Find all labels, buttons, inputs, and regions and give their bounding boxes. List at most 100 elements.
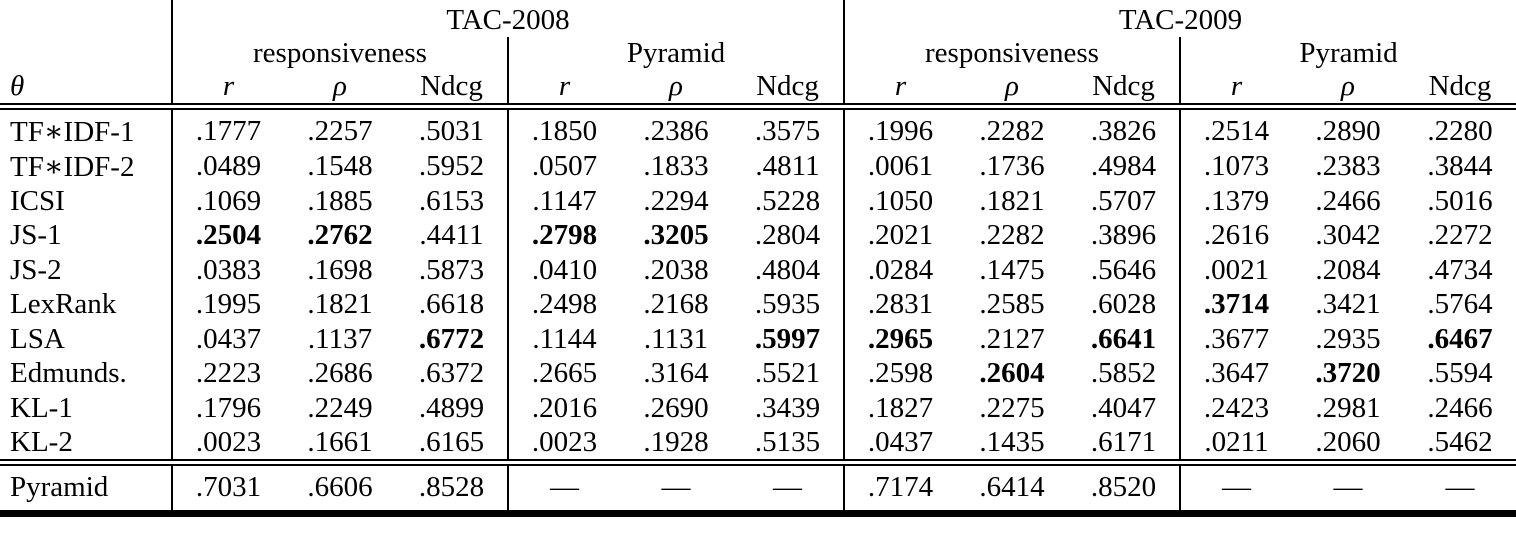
value-cell: .3647 bbox=[1179, 356, 1292, 391]
table-row: LexRank .1995 .1821 .6618 .2498 .2168 .5935 .28… bbox=[0, 287, 1516, 322]
metric-header-ndcg: Ndcg bbox=[396, 70, 508, 110]
value-cell: — bbox=[507, 458, 620, 517]
table-footer: Pyramid .7031.6606.8528— — — .7174.6414.8520… bbox=[0, 458, 1516, 517]
subgroup-2009-pyramid: Pyramid bbox=[1178, 37, 1516, 70]
value-cell: .1050 bbox=[843, 184, 956, 219]
value-cell: .5594 bbox=[1427, 357, 1493, 390]
value-cell: .6372 bbox=[418, 357, 485, 390]
metric-header-r: r bbox=[171, 70, 284, 110]
value-cell: .1073 bbox=[1179, 149, 1292, 184]
value-cell: .1147 bbox=[507, 184, 620, 219]
value-cell: .4047 bbox=[1090, 391, 1157, 424]
value-cell: .6618 bbox=[418, 288, 485, 321]
value-cell: .2935 bbox=[1315, 322, 1381, 355]
value-cell: .7031 bbox=[171, 458, 284, 517]
row-label: Edmunds. bbox=[10, 357, 127, 390]
value-cell: .1821 bbox=[979, 184, 1045, 217]
value-cell: .3421 bbox=[1315, 288, 1381, 321]
value-cell: .6641 bbox=[1090, 322, 1157, 355]
value-cell: .0023 bbox=[507, 425, 620, 462]
value-cell: .2423 bbox=[1179, 391, 1292, 426]
value-cell: .0023 bbox=[171, 425, 284, 462]
value-cell: .1777 bbox=[171, 106, 284, 149]
value-cell: .3844 bbox=[1427, 150, 1493, 182]
value-cell: .5462 bbox=[1427, 425, 1493, 458]
value-cell: .5031 bbox=[418, 115, 485, 147]
table-row: TF∗IDF-1 .1777 .2257 .5031 .1850 .2386 .3575 .1… bbox=[0, 106, 1516, 149]
value-cell: .4899 bbox=[418, 391, 485, 424]
value-cell: .3720 bbox=[1315, 357, 1381, 390]
value-cell: .2282 bbox=[979, 115, 1045, 147]
value-cell: .3826 bbox=[1090, 115, 1157, 147]
value-cell: .3439 bbox=[754, 391, 821, 424]
value-cell: .5873 bbox=[418, 253, 485, 286]
value-cell: .6606 bbox=[284, 458, 396, 517]
row-label: TF∗IDF-2 bbox=[10, 151, 135, 183]
value-cell: .3677 bbox=[1179, 322, 1292, 357]
value-cell: .2294 bbox=[643, 184, 709, 217]
value-cell: .2016 bbox=[507, 391, 620, 426]
value-cell: .3205 bbox=[643, 219, 709, 252]
value-cell: .2127 bbox=[979, 322, 1045, 355]
value-cell: .1475 bbox=[979, 253, 1045, 286]
table-row: LSA .0437 .1137 .6772 .1144 .1131 .5997 .2965 .2… bbox=[0, 322, 1516, 357]
table-header: TAC-2008 TAC-2009 responsiveness Pyramid… bbox=[0, 0, 1516, 110]
row-label: Pyramid bbox=[0, 458, 172, 517]
metric-header-r: r bbox=[1179, 70, 1292, 110]
value-cell: .1850 bbox=[507, 106, 620, 149]
value-cell: .3575 bbox=[754, 115, 821, 147]
row-label: JS-2 bbox=[10, 253, 62, 286]
value-cell: — bbox=[620, 458, 732, 517]
subgroup-2008-pyramid: Pyramid bbox=[507, 37, 844, 70]
value-cell: .0211 bbox=[1179, 425, 1292, 462]
value-cell: .0284 bbox=[843, 253, 956, 288]
value-cell: .2690 bbox=[643, 391, 709, 424]
metric-header-r: r bbox=[843, 70, 956, 110]
subgroup-2008-responsiveness: responsiveness bbox=[171, 37, 508, 70]
value-cell: .8528 bbox=[396, 458, 508, 517]
value-cell: .2981 bbox=[1315, 391, 1381, 424]
corner-cell bbox=[0, 0, 172, 37]
value-cell: .2466 bbox=[1427, 391, 1493, 424]
value-cell: .6467 bbox=[1427, 322, 1493, 355]
value-cell: .4411 bbox=[419, 219, 484, 252]
metric-header-rho: ρ bbox=[284, 70, 396, 110]
value-cell: .8520 bbox=[1068, 458, 1180, 517]
value-cell: .5135 bbox=[754, 425, 821, 458]
metric-header-r: r bbox=[507, 70, 620, 110]
value-cell: — bbox=[732, 458, 844, 517]
value-cell: .2021 bbox=[843, 218, 956, 253]
value-cell: .2514 bbox=[1179, 106, 1292, 149]
value-cell: .1137 bbox=[307, 322, 373, 355]
value-cell: .2084 bbox=[1315, 253, 1381, 286]
value-cell: .5935 bbox=[754, 288, 821, 321]
value-cell: .1885 bbox=[307, 184, 373, 217]
row-label: LSA bbox=[10, 322, 65, 355]
value-cell: .2275 bbox=[979, 391, 1045, 424]
value-cell: .7174 bbox=[843, 458, 956, 517]
row-label: ICSI bbox=[10, 184, 65, 217]
measure-header-row: responsiveness Pyramid responsiveness Py… bbox=[0, 37, 1516, 70]
row-label: LexRank bbox=[10, 288, 117, 321]
value-cell: .5521 bbox=[754, 357, 821, 390]
value-cell: .1069 bbox=[171, 184, 284, 219]
theta-column-header: θ bbox=[0, 70, 172, 110]
value-cell: .4734 bbox=[1427, 253, 1493, 286]
value-cell: .1995 bbox=[171, 287, 284, 322]
table-row: Pyramid .7031.6606.8528— — — .7174.6414.8520… bbox=[0, 458, 1516, 517]
metric-header-rho: ρ bbox=[1292, 70, 1404, 110]
value-cell: .2762 bbox=[307, 219, 373, 252]
value-cell: .2804 bbox=[754, 219, 821, 252]
value-cell: .3714 bbox=[1179, 287, 1292, 322]
value-cell: .2038 bbox=[643, 253, 709, 286]
row-label: JS-1 bbox=[10, 219, 62, 252]
corner-cell bbox=[0, 37, 172, 70]
value-cell: .2686 bbox=[307, 357, 373, 390]
value-cell: .6028 bbox=[1090, 288, 1157, 321]
value-cell: .1736 bbox=[979, 150, 1045, 182]
metric-header-ndcg: Ndcg bbox=[1404, 70, 1516, 110]
metric-header-ndcg: Ndcg bbox=[732, 70, 844, 110]
value-cell: .2466 bbox=[1315, 184, 1381, 217]
results-table: TAC-2008 TAC-2009 responsiveness Pyramid… bbox=[0, 0, 1516, 517]
value-cell: .1548 bbox=[307, 150, 373, 182]
